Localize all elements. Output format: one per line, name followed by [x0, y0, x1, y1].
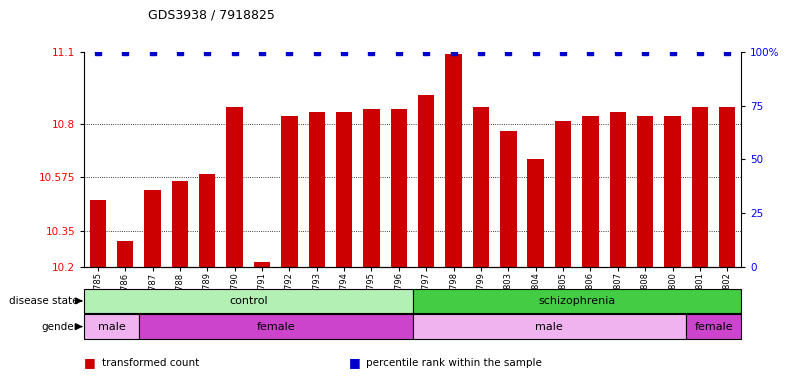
Bar: [582, 116, 598, 267]
Bar: [391, 109, 407, 267]
Bar: [117, 241, 133, 267]
Bar: [555, 121, 571, 267]
Bar: [418, 95, 434, 267]
Bar: [363, 109, 380, 267]
Bar: [445, 54, 461, 267]
Bar: [90, 200, 106, 267]
Bar: [664, 116, 681, 267]
Bar: [473, 107, 489, 267]
Bar: [199, 174, 215, 267]
Text: control: control: [229, 296, 268, 306]
Bar: [336, 112, 352, 267]
Bar: [610, 112, 626, 267]
Text: gender: gender: [42, 321, 78, 332]
Bar: [308, 112, 325, 267]
Bar: [281, 116, 298, 267]
Bar: [692, 107, 708, 267]
Bar: [413, 289, 741, 313]
Text: percentile rank within the sample: percentile rank within the sample: [366, 358, 542, 368]
Text: ■: ■: [84, 356, 96, 369]
Text: male: male: [536, 321, 563, 332]
Bar: [686, 314, 741, 339]
Text: ■: ■: [348, 356, 360, 369]
Bar: [500, 131, 517, 267]
Bar: [139, 314, 413, 339]
Bar: [254, 262, 270, 267]
Bar: [171, 181, 188, 267]
Text: schizophrenia: schizophrenia: [538, 296, 615, 306]
Bar: [413, 314, 686, 339]
Bar: [144, 190, 161, 267]
Text: transformed count: transformed count: [102, 358, 199, 368]
Text: GDS3938 / 7918825: GDS3938 / 7918825: [148, 8, 275, 21]
Text: female: female: [256, 321, 295, 332]
Text: male: male: [98, 321, 125, 332]
Bar: [527, 159, 544, 267]
Text: disease state: disease state: [9, 296, 78, 306]
Bar: [84, 314, 139, 339]
Text: female: female: [694, 321, 733, 332]
Bar: [227, 107, 243, 267]
Bar: [637, 116, 654, 267]
Bar: [84, 289, 413, 313]
Bar: [719, 107, 735, 267]
